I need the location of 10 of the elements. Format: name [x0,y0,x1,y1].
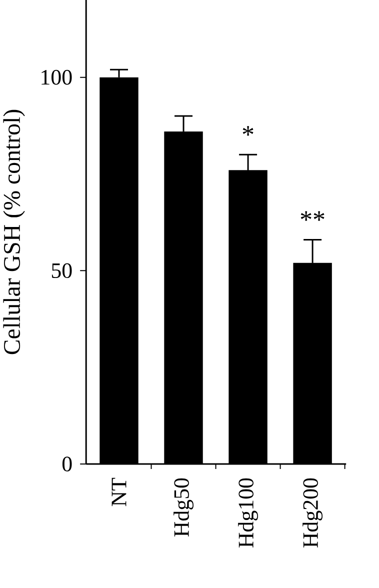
y-tick-label: 50 [52,263,72,278]
y-tick-label: 100 [42,70,72,85]
x-tick-label: Hdg100 [238,478,258,548]
annotation: * [242,126,254,136]
y-tick-label: 0 [62,456,72,472]
x-tick-label: Hdg200 [302,478,323,548]
y-axis-title: Cellular GSH (% control) [3,110,25,354]
annotation: ** [300,211,324,221]
x-tick-label: Hdg50 [174,478,194,537]
x-tick-label: NT [112,478,126,506]
